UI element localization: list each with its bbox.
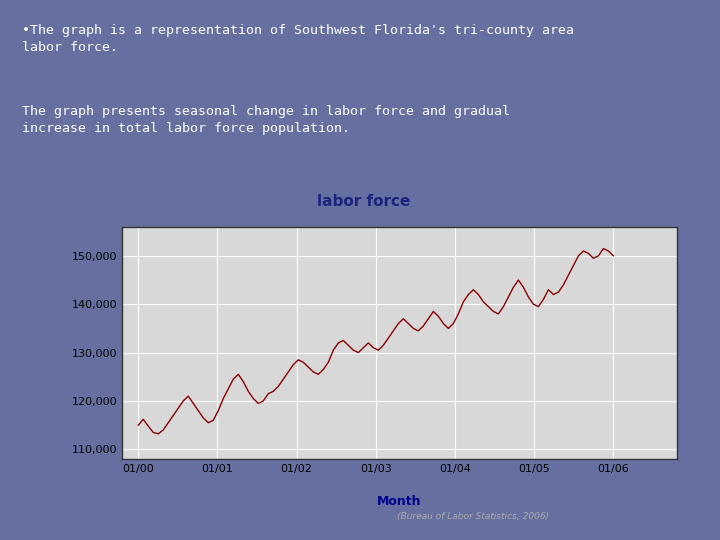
Text: (Bureau of Labor Statistics, 2006): (Bureau of Labor Statistics, 2006) [397,512,549,521]
Text: Month: Month [377,495,422,508]
Text: •The graph is a representation of Southwest Florida's tri-county area
labor forc: •The graph is a representation of Southw… [22,24,574,55]
Text: The graph presents seasonal change in labor force and gradual
increase in total : The graph presents seasonal change in la… [22,105,510,136]
Text: labor force: labor force [317,194,410,210]
